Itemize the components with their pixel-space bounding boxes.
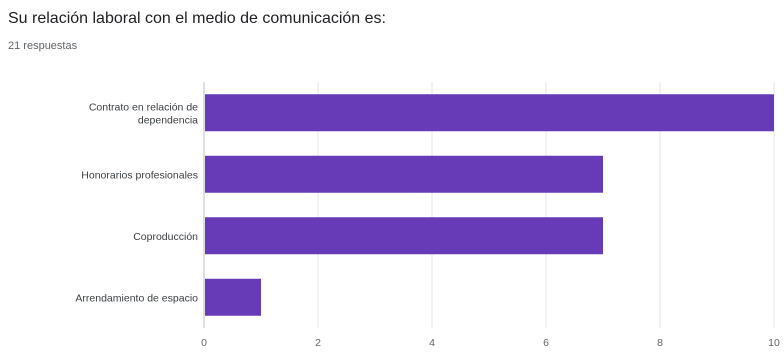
chart-title: Su relación laboral con el medio de comu… bbox=[8, 10, 386, 27]
category-label: Coproducción bbox=[133, 231, 198, 243]
bar bbox=[205, 155, 603, 193]
x-tick-label: 4 bbox=[429, 337, 435, 349]
x-tick-label: 10 bbox=[768, 337, 780, 349]
x-tick-label: 6 bbox=[543, 337, 549, 349]
bar bbox=[205, 217, 603, 255]
x-tick-label: 2 bbox=[315, 337, 321, 349]
category-label: Honorarios profesionales bbox=[81, 169, 198, 181]
bar bbox=[205, 94, 774, 132]
response-count: 21 respuestas bbox=[8, 40, 78, 52]
bars bbox=[205, 94, 774, 316]
bar bbox=[205, 278, 261, 316]
category-label: Contrato en relación de bbox=[89, 101, 198, 113]
category-label: dependencia bbox=[138, 114, 198, 126]
x-axis-ticks: 0 2 4 6 8 10 bbox=[201, 337, 780, 349]
x-tick-label: 8 bbox=[657, 337, 663, 349]
x-tick-label: 0 bbox=[201, 337, 207, 349]
category-label: Arrendamiento de espacio bbox=[75, 292, 198, 304]
